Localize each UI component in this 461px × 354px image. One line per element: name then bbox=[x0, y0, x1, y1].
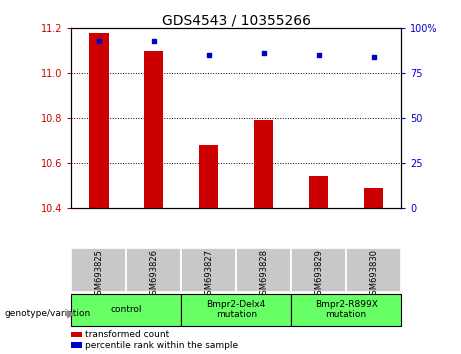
Point bbox=[95, 38, 103, 44]
Bar bbox=[71, 294, 181, 326]
Bar bbox=[291, 294, 401, 326]
Bar bbox=[236, 248, 291, 292]
Text: control: control bbox=[111, 305, 142, 314]
Text: GSM693829: GSM693829 bbox=[314, 249, 323, 300]
Text: genotype/variation: genotype/variation bbox=[5, 309, 91, 318]
Text: ▶: ▶ bbox=[67, 308, 75, 318]
Text: GSM693828: GSM693828 bbox=[259, 249, 268, 300]
Point bbox=[370, 54, 377, 60]
Text: percentile rank within the sample: percentile rank within the sample bbox=[85, 341, 238, 350]
Text: transformed count: transformed count bbox=[85, 330, 170, 339]
Point bbox=[205, 52, 213, 58]
Text: Bmpr2-Delx4
mutation: Bmpr2-Delx4 mutation bbox=[207, 300, 266, 319]
Bar bbox=[291, 248, 346, 292]
Text: GSM693825: GSM693825 bbox=[95, 249, 103, 300]
Text: GSM693826: GSM693826 bbox=[149, 249, 159, 300]
Bar bbox=[254, 120, 273, 208]
Point bbox=[150, 38, 158, 44]
Bar bbox=[144, 51, 164, 208]
Bar bbox=[181, 294, 291, 326]
Bar bbox=[181, 248, 236, 292]
Bar bbox=[309, 177, 328, 208]
Bar bbox=[71, 248, 126, 292]
Text: GSM693830: GSM693830 bbox=[369, 249, 378, 300]
Point bbox=[260, 51, 267, 56]
Text: Bmpr2-R899X
mutation: Bmpr2-R899X mutation bbox=[315, 300, 378, 319]
Bar bbox=[364, 188, 383, 208]
Bar bbox=[89, 33, 108, 208]
Bar bbox=[346, 248, 401, 292]
Point bbox=[315, 52, 322, 58]
Bar bbox=[199, 145, 219, 208]
Title: GDS4543 / 10355266: GDS4543 / 10355266 bbox=[162, 13, 311, 27]
Text: GSM693827: GSM693827 bbox=[204, 249, 213, 300]
Bar bbox=[126, 248, 181, 292]
